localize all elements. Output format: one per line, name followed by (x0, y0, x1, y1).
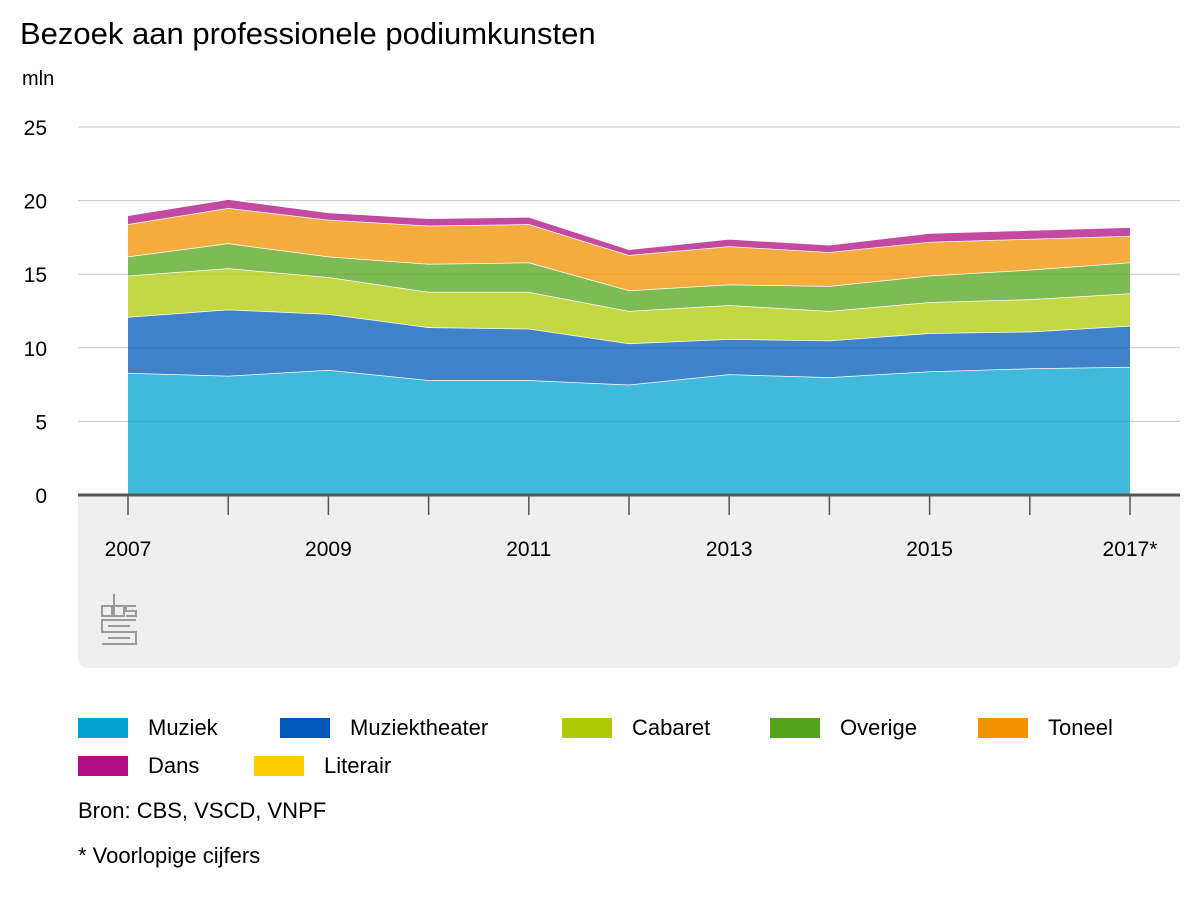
legend-item-overige: Overige (770, 714, 917, 742)
legend-swatch (978, 718, 1028, 738)
y-tick-label: 5 (35, 411, 47, 434)
legend-swatch (770, 718, 820, 738)
x-tick-label: 2009 (305, 538, 352, 561)
area-muziektheater (128, 309, 1130, 385)
legend-item-toneel: Toneel (978, 714, 1113, 742)
y-tick-label: 25 (24, 117, 47, 140)
x-tick-label: 2015 (906, 538, 953, 561)
source-note: Bron: CBS, VSCD, VNPF (78, 798, 327, 823)
legend-swatch (562, 718, 612, 738)
x-axis-panel (78, 495, 1180, 668)
area-dans (128, 199, 1130, 256)
legend-item-literair: Literair (254, 752, 391, 780)
legend-label: Cabaret (632, 715, 711, 740)
cbs-logo-icon (101, 594, 137, 645)
x-tick-label: 2007 (105, 538, 152, 561)
x-tick-label: 2013 (706, 538, 753, 561)
x-tick-label: 2017* (1103, 538, 1158, 561)
area-chart: 0 5 10 15 20 25 2007 2009 2011 2013 2015 2017* (24, 117, 1180, 561)
legend-swatch (78, 756, 128, 776)
y-unit-label: mln (22, 68, 55, 90)
legend-swatch (280, 718, 330, 738)
area-toneel (128, 207, 1130, 291)
legend-label: Dans (148, 753, 200, 778)
y-tick-label: 0 (35, 485, 47, 508)
legend-label: Overige (840, 715, 918, 740)
legend-swatch (254, 756, 304, 776)
legend-item-cabaret: Cabaret (562, 714, 710, 742)
y-tick-label: 10 (24, 338, 47, 361)
x-tick-label: 2011 (506, 538, 551, 561)
legend-item-muziektheater: Muziektheater (280, 714, 488, 742)
legend-swatch (78, 718, 128, 738)
legend-label: Muziektheater (350, 715, 489, 740)
legend: Muziek Muziektheater Cabaret Overige Ton… (78, 714, 1188, 784)
footnote: * Voorlopige cijfers (78, 843, 261, 868)
legend-label: Muziek (148, 715, 218, 740)
y-tick-label: 20 (24, 191, 47, 214)
chart-title: Bezoek aan professionele podiumkunsten (20, 16, 596, 51)
legend-label: Toneel (1048, 715, 1113, 740)
legend-item-muziek: Muziek (78, 714, 218, 742)
area-edge-dans (127, 198, 1131, 250)
legend-label: Literair (324, 753, 392, 778)
legend-item-dans: Dans (78, 752, 199, 780)
area-muziek (128, 366, 1130, 495)
y-tick-label: 15 (24, 264, 47, 287)
area-cabaret (128, 268, 1130, 344)
